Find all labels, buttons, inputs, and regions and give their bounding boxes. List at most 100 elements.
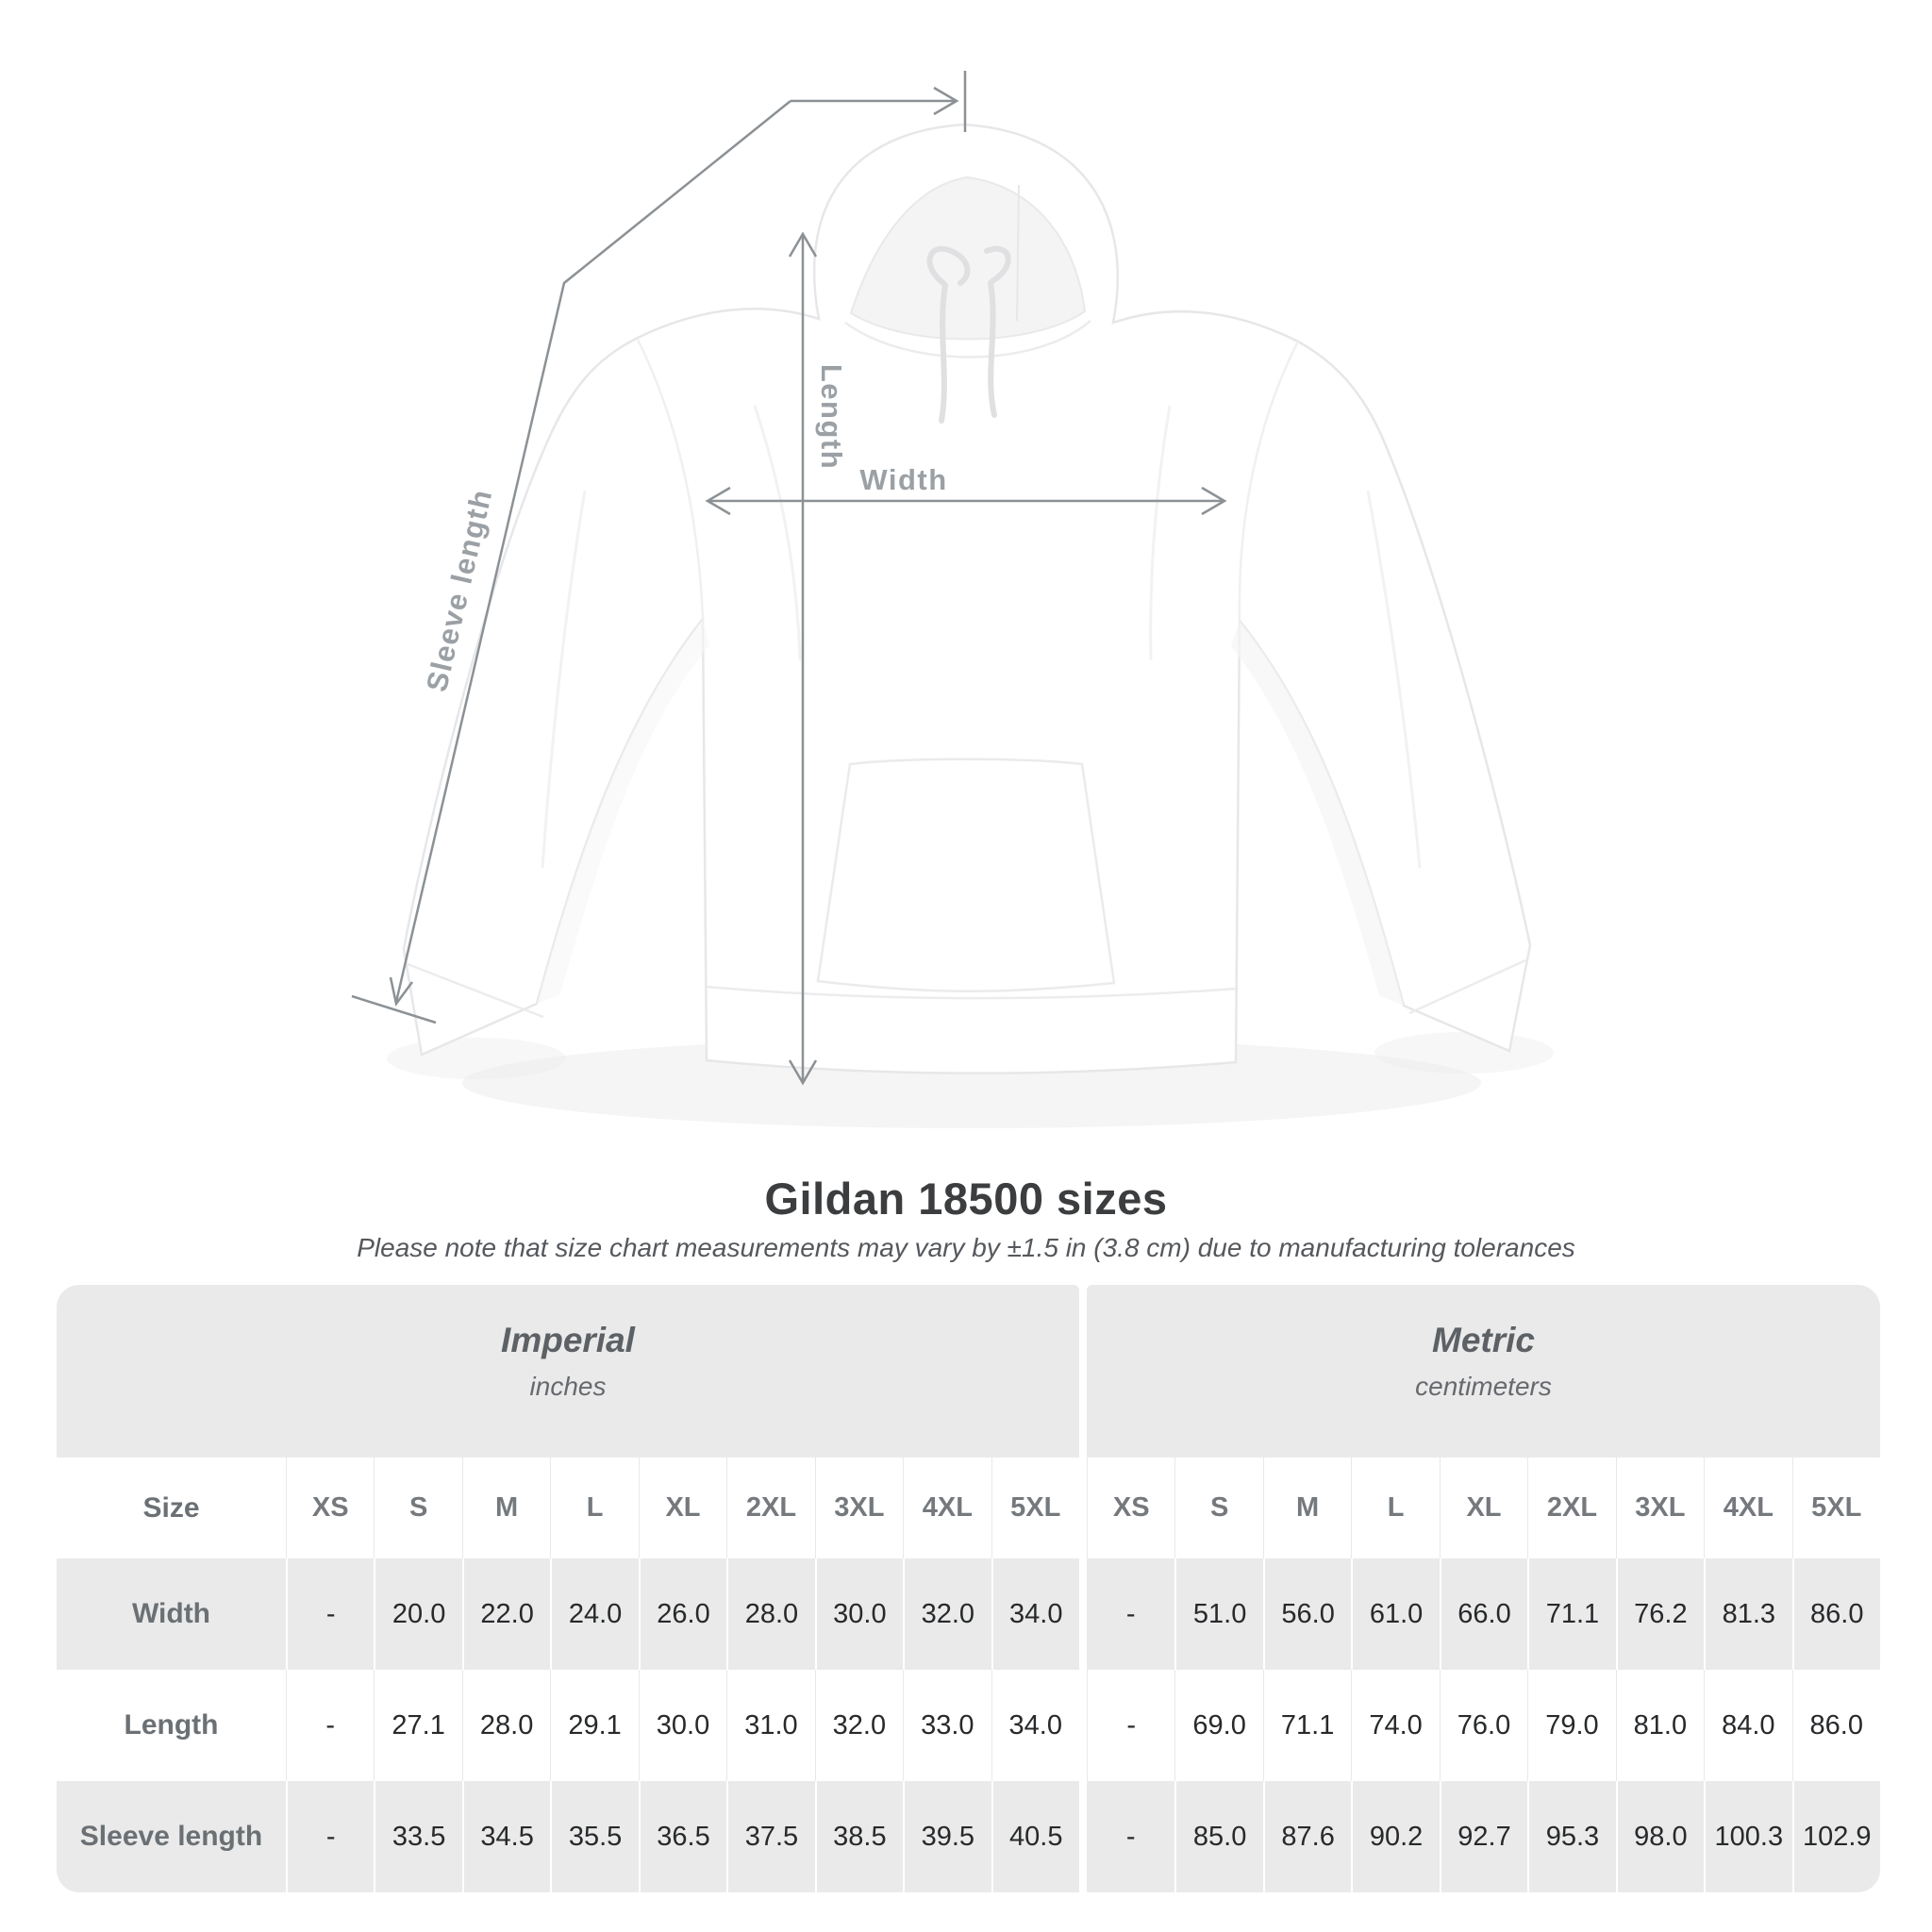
value-cell: 27.1 [374, 1670, 462, 1781]
hoodie-measurement-diagram: Sleeve length Length Width [351, 71, 1532, 1086]
value-cell: 34.5 [461, 1781, 551, 1892]
value-cell: 92.7 [1439, 1781, 1528, 1892]
top-arrowhead [933, 86, 959, 116]
value-cell: 33.5 [374, 1781, 462, 1892]
value-cell: 95.3 [1527, 1781, 1616, 1892]
size-header: 4XL [903, 1457, 991, 1558]
armhole-seam-right [1238, 341, 1300, 622]
value-cell: 76.2 [1615, 1558, 1705, 1670]
value-cell: 56.0 [1262, 1558, 1352, 1670]
value-cell: 29.1 [550, 1670, 639, 1781]
value-cell: 39.5 [903, 1781, 991, 1892]
value-cell: 51.0 [1174, 1558, 1263, 1670]
sleeve-length-line [394, 100, 791, 1003]
value-cell: - [1086, 1558, 1175, 1670]
value-cell: - [1086, 1670, 1175, 1781]
imperial-label: Imperial [501, 1321, 635, 1359]
value-cell: - [286, 1781, 375, 1892]
size-header: 5XL [991, 1457, 1079, 1558]
value-cell: 32.0 [903, 1558, 991, 1670]
length-row: Length - 27.1 28.0 29.1 30.0 31.0 32.0 3… [57, 1670, 1880, 1781]
value-cell: 20.0 [374, 1558, 462, 1670]
value-cell: 102.9 [1791, 1781, 1880, 1892]
value-cell: 71.1 [1262, 1670, 1352, 1781]
cuff-right [1408, 958, 1526, 1015]
size-header: L [550, 1457, 639, 1558]
imperial-unit: inches [529, 1372, 607, 1401]
value-cell: - [286, 1670, 375, 1781]
metric-unit: centimeters [1415, 1372, 1552, 1401]
size-header: XL [638, 1457, 727, 1558]
value-cell: - [286, 1558, 375, 1670]
value-cell: 81.0 [1615, 1670, 1705, 1781]
sleeve-shade-right [1231, 621, 1404, 1006]
row-label: Width [57, 1558, 286, 1670]
hoodie-illustration [402, 123, 1532, 1074]
value-cell: 30.0 [638, 1670, 727, 1781]
value-cell: 34.0 [991, 1558, 1079, 1670]
imperial-group-header: Imperial inches [57, 1285, 1079, 1457]
value-cell: 36.5 [638, 1781, 727, 1892]
size-header: M [461, 1457, 551, 1558]
value-cell: 35.5 [550, 1781, 639, 1892]
metric-label: Metric [1432, 1321, 1535, 1359]
metric-group-header: Metric centimeters [1087, 1285, 1880, 1457]
group-divider [1078, 1781, 1087, 1892]
unit-group-header: Imperial inches Metric centimeters [57, 1285, 1880, 1457]
size-header: S [374, 1457, 462, 1558]
group-divider [1078, 1670, 1087, 1781]
value-cell: 81.3 [1704, 1558, 1792, 1670]
value-cell: 26.0 [638, 1558, 727, 1670]
neck-rim [844, 320, 1091, 358]
value-cell: 30.0 [814, 1558, 904, 1670]
size-header-row: Size XS S M L XL 2XL 3XL 4XL 5XL XS S M … [57, 1457, 1880, 1558]
size-header: 3XL [814, 1457, 904, 1558]
hood-opening [849, 175, 1087, 341]
value-cell: 66.0 [1439, 1558, 1528, 1670]
value-cell: 69.0 [1174, 1670, 1263, 1781]
value-cell: 37.5 [726, 1781, 815, 1892]
size-header: XS [1086, 1457, 1175, 1558]
value-cell: 84.0 [1704, 1670, 1792, 1781]
size-header: S [1174, 1457, 1263, 1558]
row-label: Length [57, 1670, 286, 1781]
cuff-tick [351, 994, 437, 1024]
value-cell: 79.0 [1527, 1670, 1616, 1781]
hem-ribbing [706, 985, 1237, 1000]
armhole-seam-left [636, 339, 705, 620]
size-table: Imperial inches Metric centimeters Size … [57, 1285, 1880, 1892]
size-header: XL [1439, 1457, 1528, 1558]
value-cell: 87.6 [1262, 1781, 1352, 1892]
group-divider [1078, 1558, 1087, 1670]
value-cell: 34.0 [991, 1670, 1079, 1781]
value-cell: 98.0 [1615, 1781, 1705, 1892]
length-arrowhead-bottom [788, 1059, 818, 1086]
size-header: 2XL [726, 1457, 815, 1558]
size-header: 5XL [1791, 1457, 1880, 1558]
width-arrowhead-right [1201, 486, 1227, 516]
value-cell: 74.0 [1351, 1670, 1440, 1781]
value-cell: 71.1 [1527, 1558, 1616, 1670]
size-header: 2XL [1527, 1457, 1616, 1558]
hood-seam [1016, 184, 1020, 322]
width-row: Width - 20.0 22.0 24.0 26.0 28.0 30.0 32… [57, 1558, 1880, 1670]
group-divider [1079, 1285, 1087, 1457]
value-cell: 28.0 [726, 1558, 815, 1670]
fabric-folds [541, 405, 1422, 869]
size-header: L [1351, 1457, 1440, 1558]
sleeve-arrowhead [389, 976, 414, 1007]
sleeve-length-row: Sleeve length - 33.5 34.5 35.5 36.5 37.5… [57, 1781, 1880, 1892]
tolerance-note: Please note that size chart measurements… [357, 1233, 1575, 1262]
length-label: Length [815, 364, 848, 470]
value-cell: 90.2 [1351, 1781, 1440, 1892]
value-cell: 28.0 [461, 1670, 551, 1781]
measurement-lines [351, 71, 1227, 1086]
value-cell: 61.0 [1351, 1558, 1440, 1670]
value-cell: 100.3 [1704, 1781, 1792, 1892]
cuff-left [407, 962, 544, 1019]
size-column-header: Size [57, 1457, 286, 1558]
page-title: Gildan 18500 sizes [764, 1174, 1168, 1224]
width-arrowhead-left [705, 486, 731, 516]
value-cell: 86.0 [1791, 1558, 1880, 1670]
